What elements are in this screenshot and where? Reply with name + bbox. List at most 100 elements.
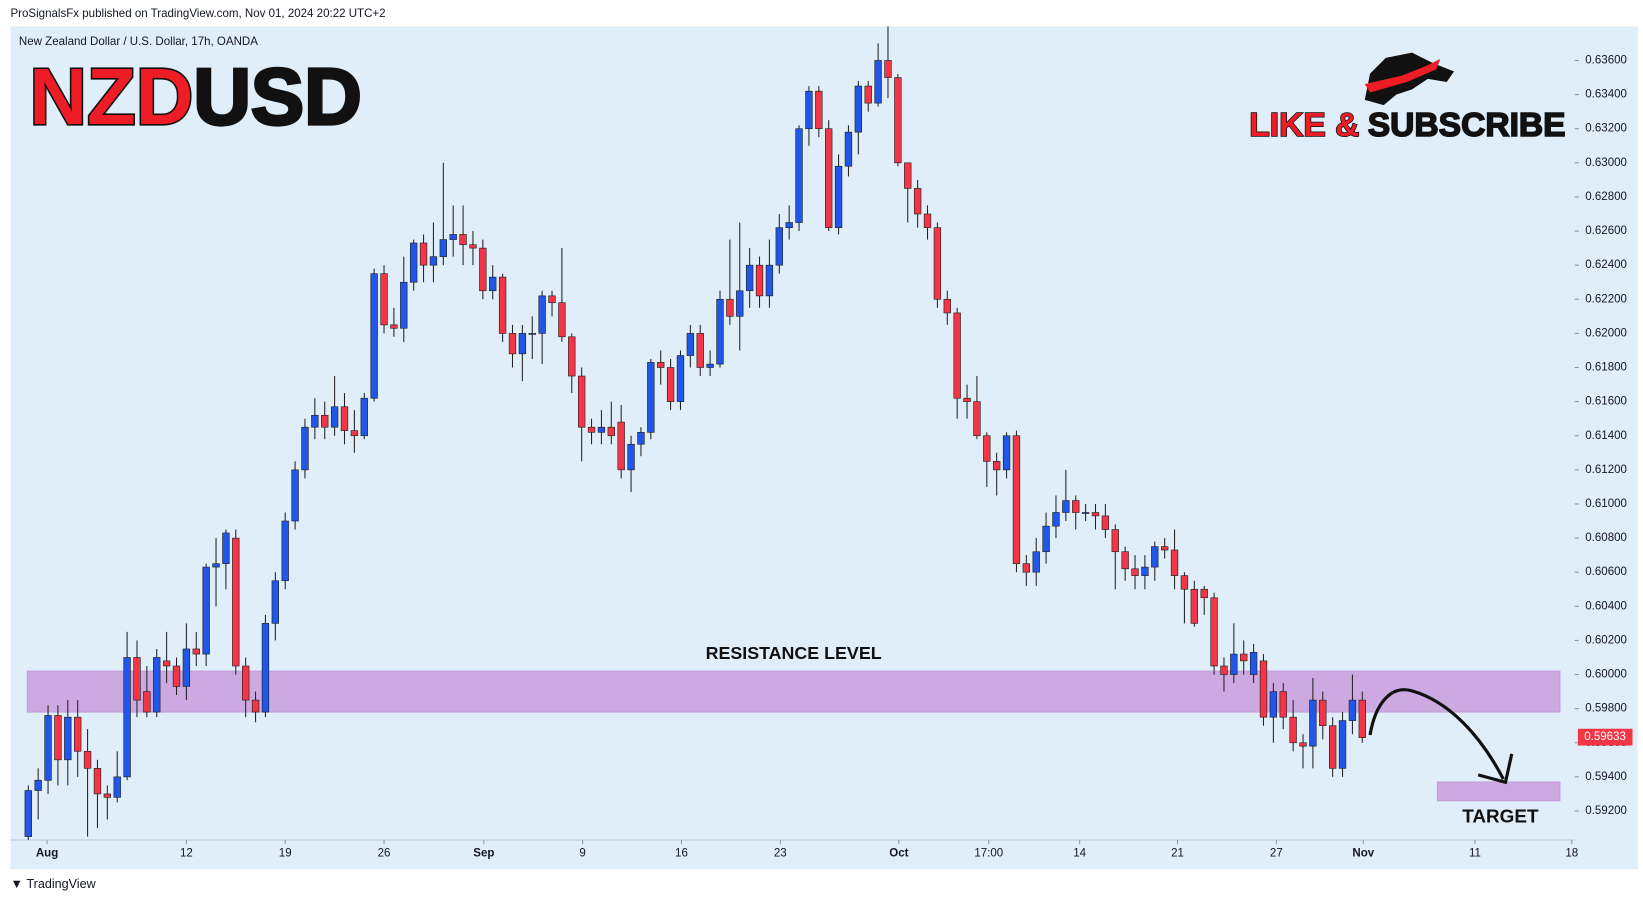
y-tick-label: 0.62000 [1585,327,1627,339]
banner-like: LIKE & [1249,107,1359,144]
candle-body [1200,588,1208,599]
y-tick-label: 0.59800 [1585,703,1627,715]
candle-body [716,298,724,365]
candle-body [696,333,704,368]
candle-body [54,715,62,761]
footer-text: TradingView [26,877,96,891]
candle-body [83,750,92,769]
candle-body [933,227,942,300]
candle-body [192,648,200,655]
candle-body [1022,563,1031,573]
x-tick-label: 11 [1469,848,1481,860]
last-price-label: 0.59633 [1584,731,1626,743]
candle-body [271,580,280,624]
candle-body [311,414,319,428]
candle-body [676,355,685,402]
candle-body [607,426,615,437]
candle-body [1052,512,1060,527]
candle-body [113,776,121,798]
candle-body [795,128,803,223]
candle-body [953,312,961,399]
candle-body [261,623,270,713]
x-tick-label: Sep [473,848,494,860]
candle-body [409,242,418,283]
candle-body [745,264,754,292]
candle-body [340,406,349,431]
candle-body [726,298,734,317]
y-tick-label: 0.61200 [1585,464,1627,476]
x-tick-label: 27 [1270,848,1283,860]
candle-body [429,256,438,266]
candle-body [864,85,872,104]
candle-body [123,657,131,778]
y-tick-label: 0.60800 [1585,532,1627,544]
x-tick-label: Aug [36,848,58,860]
y-tick-label: 0.59200 [1585,805,1627,817]
y-tick-label: 0.63000 [1585,157,1627,169]
candle-body [281,520,289,582]
candle-body [904,162,912,189]
candle-body [1190,588,1198,624]
candle-body [983,435,991,462]
y-tick-label: 0.62600 [1585,225,1627,237]
y-tick-label: 0.60000 [1585,669,1627,681]
banner: LIKE & SUBSCRIBE [1249,107,1565,144]
axes: 0.592000.594000.596000.598000.600000.602… [36,55,1633,860]
candle-body [993,461,1001,471]
candle-body [1151,546,1159,568]
candle-body [963,397,971,402]
y-tick-label: 0.60600 [1585,566,1627,578]
x-tick-label: 19 [279,848,292,860]
x-tick-label: Oct [889,848,908,860]
candle-body [498,276,507,334]
candle-body [479,247,487,292]
candle-body [459,234,467,246]
zone-label: RESISTANCE LEVEL [706,643,882,663]
candle-body [380,273,388,326]
candle-body [133,657,141,701]
x-tick-label: 26 [378,848,391,860]
y-tick-label: 0.61400 [1585,430,1627,442]
candle-body [923,213,932,228]
candle-body [528,333,536,335]
candle-body [449,234,457,240]
title-nzd: NZD [29,52,193,141]
candle-body [666,367,675,402]
candle-body [627,443,635,471]
candle-body [1081,512,1090,514]
candle-body [301,426,309,471]
candle-body [251,699,260,713]
candle-body [1358,699,1366,738]
candle-body [172,665,181,687]
candle-body [825,128,833,228]
candle-body [913,188,922,215]
candle-body [1042,525,1050,553]
candle-body [755,264,764,297]
candle-body [1309,699,1317,747]
candle-body [1131,568,1139,576]
candles [24,26,1366,840]
candle-body [558,302,566,338]
last-price-box [1577,728,1633,746]
candle-body [44,715,52,781]
candle-body [884,60,892,78]
x-tick-label: 18 [1565,848,1578,860]
x-tick-label: 17:00 [974,848,1003,860]
x-tick-label: 14 [1073,848,1086,860]
candle-body [706,363,714,368]
footer-logo: ▼ TradingView [10,877,96,891]
candle-body [1091,512,1100,517]
candle-body [785,222,793,228]
candle-body [1249,652,1258,675]
candle-body [1348,699,1357,721]
candle-body [153,657,161,713]
candle-body [597,426,606,433]
candle-body [64,716,72,761]
candle-body [894,77,902,164]
candle-body [657,362,665,368]
candle-body [637,432,645,445]
candle-body [874,60,882,104]
y-tick-label: 0.62800 [1585,191,1627,203]
candle-body [508,333,517,355]
